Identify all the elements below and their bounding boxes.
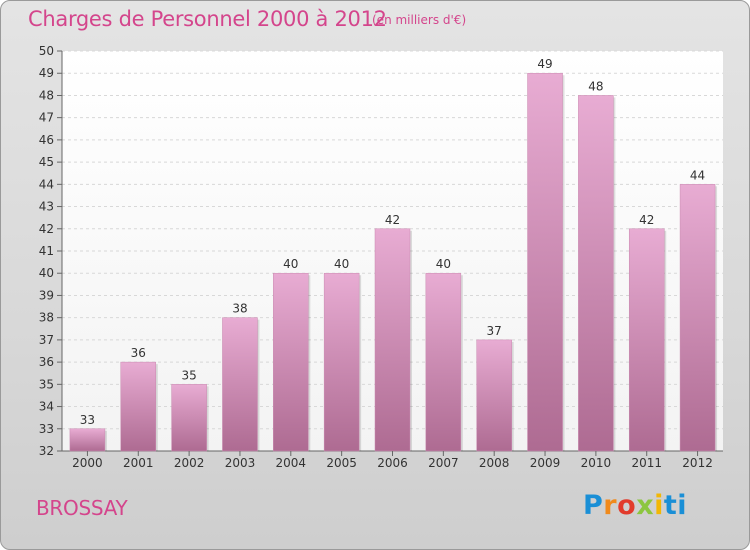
y-tick-label: 47 [39,111,54,125]
bar [120,361,157,452]
x-tick-label: 2007 [428,456,459,470]
y-tick-label: 42 [39,222,54,236]
bar [628,228,665,452]
y-tick-label: 36 [39,355,54,369]
bar [578,95,614,452]
y-tick-label: 38 [39,311,54,325]
y-tick-label: 50 [39,44,54,58]
bar-value-label: 44 [690,168,705,182]
bar [222,317,258,452]
y-tick-label: 33 [39,422,54,436]
bar-value-label: 40 [334,257,349,271]
x-tick-label: 2011 [631,456,662,470]
bar-value-label: 42 [385,213,400,227]
bar-value-label: 38 [232,302,247,316]
x-tick-label: 2002 [174,456,205,470]
y-tick-label: 41 [39,244,54,258]
bar [425,272,462,452]
commune-name: BROSSAY [36,496,128,520]
x-tick-label: 2003 [225,456,256,470]
y-tick-label: 43 [39,200,54,214]
proxiti-logo[interactable]: Proxiti [583,490,688,521]
bar-value-label: 35 [181,368,196,382]
x-tick-label: 2005 [326,456,357,470]
y-tick-label: 48 [39,88,54,102]
y-tick-label: 49 [39,66,54,80]
bar-value-label: 42 [639,213,654,227]
x-tick-label: 2010 [581,456,612,470]
y-tick-label: 37 [39,333,54,347]
bar [679,184,716,452]
x-tick-label: 2009 [530,456,561,470]
y-tick-label: 32 [39,444,54,458]
y-tick-label: 34 [39,400,54,414]
bar-value-label: 48 [588,79,603,93]
bar-value-label: 40 [436,257,451,271]
y-tick-label: 46 [39,133,54,147]
x-tick-label: 2004 [276,456,307,470]
x-tick-label: 2008 [479,456,510,470]
y-tick-label: 44 [39,177,54,191]
bar [527,72,563,452]
x-tick-label: 2006 [377,456,408,470]
bar-value-label: 40 [283,257,298,271]
bar [374,228,411,452]
x-tick-label: 2001 [123,456,154,470]
bar [69,428,106,452]
y-tick-label: 40 [39,266,54,280]
bar [476,339,512,452]
bar-value-label: 36 [131,346,146,360]
y-tick-label: 45 [39,155,54,169]
x-tick-label: 2012 [682,456,713,470]
bar [171,384,207,452]
y-tick-label: 39 [39,288,54,302]
chart-subtitle: (en milliers d'€) [372,13,467,27]
bar [273,272,309,452]
y-tick-label: 35 [39,377,54,391]
bar-value-label: 33 [80,413,95,427]
bar-value-label: 37 [487,324,502,338]
x-tick-label: 2000 [72,456,103,470]
bar [323,272,360,452]
bar-value-label: 49 [537,57,552,71]
chart-title: Charges de Personnel 2000 à 2012 [28,7,387,31]
